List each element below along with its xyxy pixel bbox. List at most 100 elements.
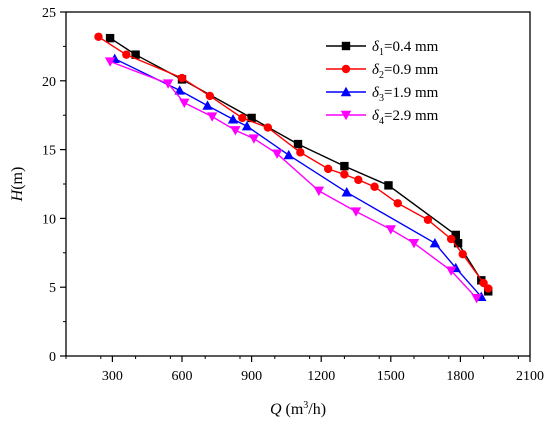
legend-item-3: δ3=1.9 mm [326,85,439,104]
data-point [340,170,349,179]
data-point [471,294,482,304]
x-axis-unit: m [291,401,304,418]
data-point [162,79,174,89]
x-axis-unit-tail: /h [308,401,320,418]
data-point [263,123,273,132]
data-point [484,284,493,293]
data-point [423,215,433,224]
plot-frame [65,11,531,357]
legend-swatch-marker [340,86,352,97]
legend-value: =0.4 mm [384,39,439,55]
data-point [271,149,283,159]
legend-subscript: 1 [379,47,384,58]
series-line-3 [114,58,482,298]
legend-value: =1.9 mm [384,85,439,101]
data-point [202,100,213,110]
series-2 [94,32,493,293]
legend-symbol: δ [372,39,380,55]
x-tick-label: 1500 [377,369,405,384]
y-axis-unit: (m) [9,167,26,190]
data-point [408,238,420,249]
legend-symbol: δ [372,62,380,78]
x-tick-label: 1200 [307,369,335,384]
legend-item-2: δ2=0.9 mm [326,62,439,81]
legend-subscript: 4 [379,116,384,127]
data-point [179,98,190,109]
data-point [174,85,185,95]
legend-swatch-marker [340,110,352,121]
data-point [122,50,131,59]
data-point [247,113,256,123]
data-point [177,73,187,83]
data-point [429,237,441,248]
y-axis-title: H(m) [9,167,26,203]
y-tick-label: 15 [42,144,56,159]
data-point [354,175,363,185]
data-point [131,50,140,59]
data-point [238,113,247,123]
x-axis-title: Q (m3/h) [270,400,326,418]
x-tick-label: 1800 [446,369,474,384]
data-point [230,126,241,136]
legend-subscript: 3 [379,93,384,104]
data-point [241,121,253,131]
legend-swatch-marker [341,64,351,74]
data-point [105,33,115,43]
data-point [458,249,467,259]
data-point [445,266,457,276]
data-point [446,234,456,244]
x-axis-unit-sup: 3 [303,400,308,411]
data-point [340,161,349,171]
x-axis: 300 600 900 1200 1500 1800 2100 [65,356,544,384]
y-tick-label: 5 [49,281,56,296]
legend-label: δ1=0.4 mm [372,39,439,58]
data-point [206,112,218,122]
x-tick-label: 300 [102,369,123,384]
data-point [350,207,362,217]
x-tick-label: 900 [241,369,262,384]
y-axis: 0 5 10 15 20 25 [42,6,66,365]
y-tick-label: 25 [42,6,56,21]
data-point [453,238,463,248]
data-point [451,230,460,240]
data-point [293,139,303,149]
data-point [393,199,402,208]
legend-value: =2.9 mm [384,108,439,124]
data-point [104,57,116,67]
legend-item-4: δ4=2.9 mm [326,108,439,127]
legend-value: =0.9 mm [384,62,439,78]
data-point [323,164,333,174]
series-3 [109,53,487,302]
legend-label: δ3=1.9 mm [372,85,439,104]
data-point [385,225,396,235]
series-4 [104,57,482,304]
data-point [313,186,325,197]
data-point [94,32,103,41]
y-tick-label: 10 [42,212,56,227]
legend-symbol: δ [372,108,380,124]
legend-label: δ4=2.9 mm [372,108,439,127]
y-tick-label: 0 [49,350,56,365]
data-point [283,149,294,160]
series-layer [94,32,493,304]
x-axis-var: Q [270,401,282,418]
data-point [370,182,379,191]
data-point [248,134,260,144]
data-point [227,114,239,124]
data-point [479,278,488,288]
data-point [384,181,393,190]
x-tick-label: 2100 [516,369,544,384]
plot-border [65,11,531,357]
legend-swatch-marker [341,41,351,51]
data-point [296,148,305,157]
y-axis-var: H [9,188,26,202]
data-point [205,91,215,101]
legend-symbol: δ [372,85,380,101]
legend-subscript: 2 [379,70,384,81]
x-tick-label: 600 [172,369,193,384]
y-tick-label: 20 [42,75,56,90]
data-point [341,187,352,197]
legend-label: δ2=0.9 mm [372,62,439,81]
